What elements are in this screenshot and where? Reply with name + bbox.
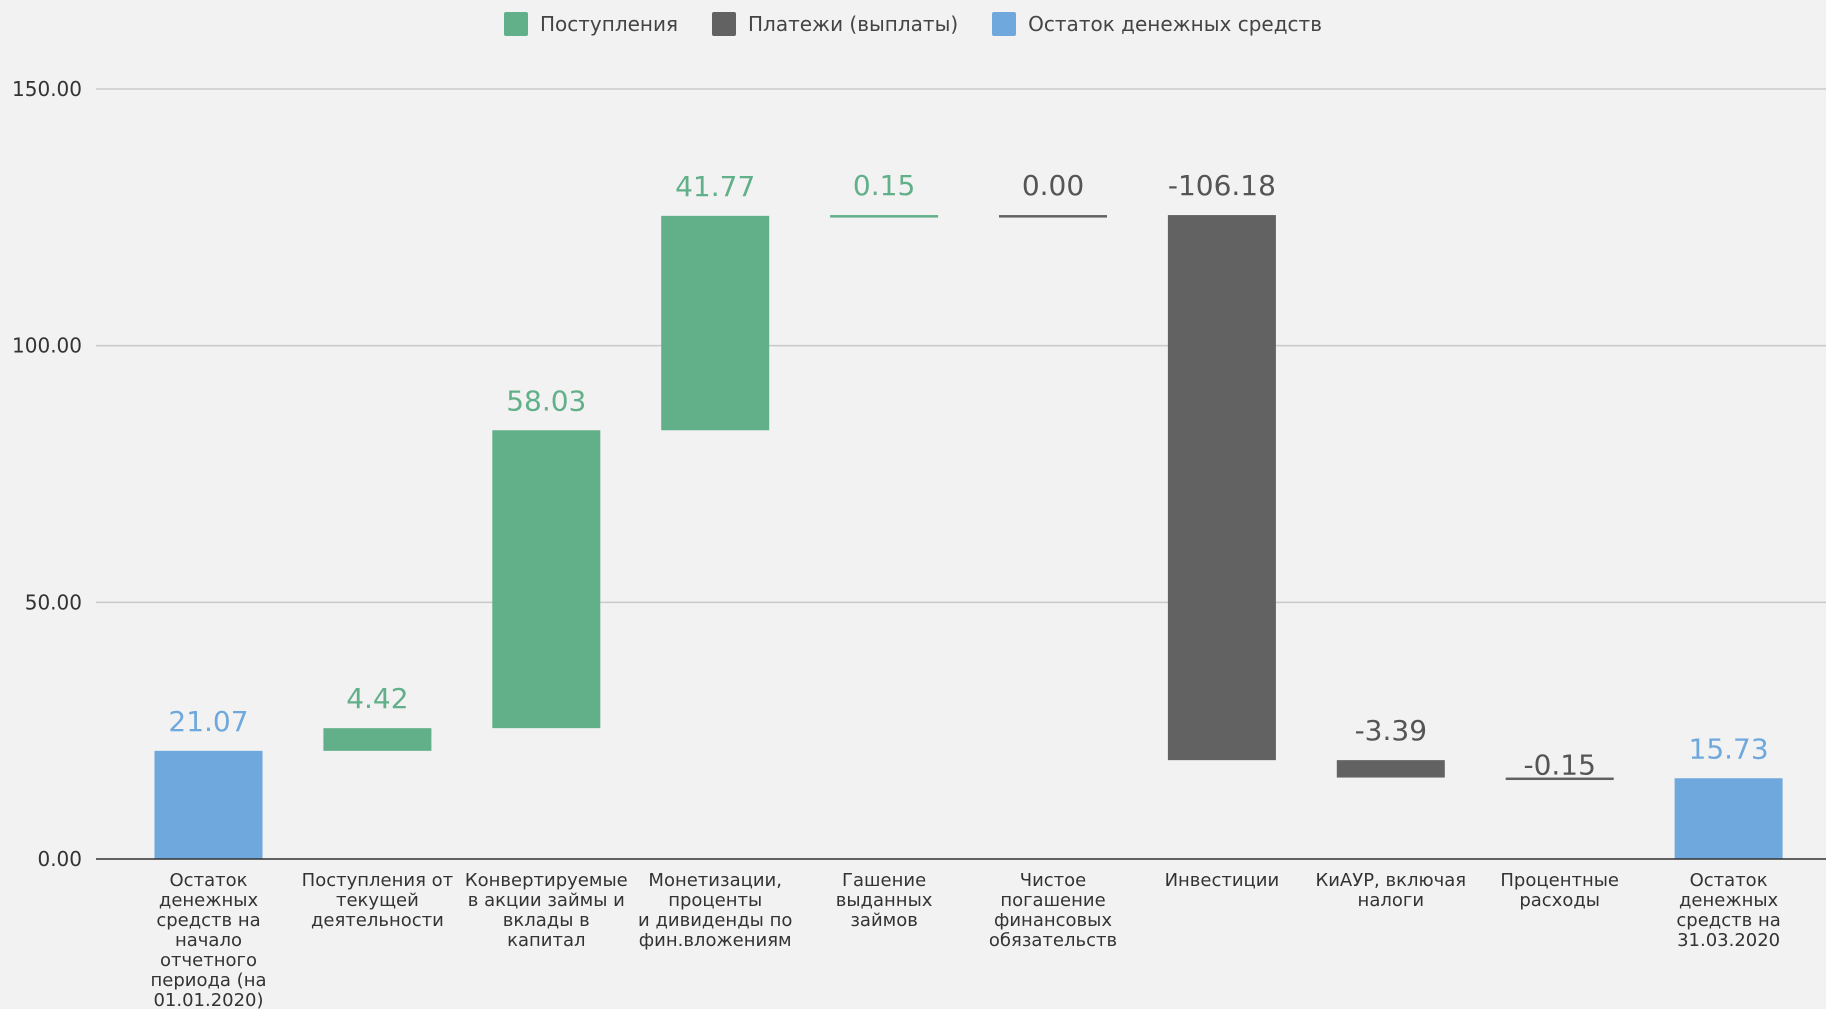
x-category-label-line: займов <box>850 910 918 931</box>
x-category-label: Инвестиции <box>1165 870 1280 891</box>
x-category-label: КиАУР, включая налоги <box>1315 870 1466 911</box>
x-category-label-line: налоги <box>1358 890 1424 911</box>
x-category-label: Чистое погашение финансовых обязательств <box>989 870 1117 951</box>
legend-swatch-inflow <box>503 12 528 36</box>
legend-swatch-balance <box>992 12 1017 36</box>
x-category-label-line: проценты <box>668 890 762 911</box>
data-label: -3.39 <box>1355 714 1427 747</box>
bar <box>492 430 601 729</box>
x-category-label: Остаток денежных средств на начало отчетного… <box>151 870 267 1009</box>
x-category-label-line: Монетизации, <box>648 870 782 891</box>
x-category-label-line: периода (на <box>151 970 267 991</box>
data-label: 58.03 <box>506 384 586 417</box>
x-category-label-line: фин.вложениям <box>639 930 792 951</box>
x-category-label: Поступления от текущей деятельности <box>302 870 453 931</box>
x-category-label-line: начало <box>175 930 242 951</box>
legend-swatch-outflow <box>712 12 737 36</box>
x-category-label-line: выданных <box>836 890 933 911</box>
bar <box>1505 777 1614 781</box>
x-category-label-line: вклады в <box>503 910 590 931</box>
x-category-label-line: Остаток <box>170 870 248 891</box>
y-tick-label: 50.00 <box>25 590 82 614</box>
legend-item-inflow: Поступления <box>503 12 679 36</box>
x-category-label-line: 01.01.2020) <box>153 990 263 1009</box>
data-label: 4.42 <box>346 682 408 715</box>
bar <box>154 750 263 859</box>
y-tick-label: 100.00 <box>12 334 82 358</box>
data-label: 0.15 <box>853 169 915 202</box>
x-category-label-line: финансовых <box>994 910 1112 931</box>
bar <box>999 215 1107 218</box>
x-category-label: Остаток денежных средств на 31.03.2020 <box>1676 870 1780 951</box>
chart-legend: Поступления Платежи (выплаты) Остаток де… <box>0 12 1826 36</box>
x-category-label-line: денежных <box>1679 890 1779 911</box>
x-category-label-line: Чистое <box>1020 870 1087 891</box>
x-category-label-line: и дивиденды по <box>638 910 792 931</box>
x-category-label-line: деятельности <box>311 910 444 931</box>
data-label: 15.73 <box>1689 732 1769 765</box>
x-category-label-line: расходы <box>1519 890 1600 911</box>
x-category-label-line: Процентные <box>1500 870 1619 891</box>
x-category-label-line: средств на <box>1676 910 1780 931</box>
x-category-label: Монетизации, проценты и дивиденды по фин.вл… <box>638 870 792 951</box>
x-category-label-line: текущей <box>336 890 419 911</box>
data-label: 0.00 <box>1022 169 1084 202</box>
y-tick-label: 150.00 <box>12 77 82 101</box>
x-category-label-line: погашение <box>1000 890 1105 911</box>
x-category-label-line: 31.03.2020 <box>1677 930 1780 951</box>
x-category-label-line: денежных <box>159 890 259 911</box>
bar <box>1674 778 1783 859</box>
legend-label-balance: Остаток денежных средств <box>1028 12 1322 36</box>
bar <box>323 728 432 751</box>
x-category-label: Конвертируемые в акции займы и вклады в кап… <box>465 870 628 951</box>
x-category-label-line: Инвестиции <box>1165 870 1280 891</box>
bar <box>1167 215 1276 761</box>
x-category-label-line: Остаток <box>1690 870 1768 891</box>
x-category-label-line: обязательств <box>989 930 1117 951</box>
bar <box>1336 760 1445 778</box>
data-label: -0.15 <box>1523 749 1595 782</box>
bar <box>661 215 770 431</box>
x-category-label-line: КиАУР, включая <box>1315 870 1466 891</box>
data-label: -106.18 <box>1168 169 1276 202</box>
bar <box>830 215 939 218</box>
x-category-label-line: Конвертируемые <box>465 870 628 891</box>
y-tick-label: 0.00 <box>37 847 82 871</box>
x-category-label: Процентные расходы <box>1500 870 1619 911</box>
x-category-label-line: отчетного <box>160 950 257 971</box>
data-label: 21.07 <box>168 705 248 738</box>
legend-item-outflow: Платежи (выплаты) <box>712 12 958 36</box>
x-category-label-line: в акции займы и <box>468 890 625 911</box>
legend-label-outflow: Платежи (выплаты) <box>748 12 959 36</box>
x-category-label-line: средств на <box>156 910 260 931</box>
x-category-label: Гашение выданных займов <box>836 870 933 931</box>
legend-label-inflow: Поступления <box>539 12 679 36</box>
x-category-label-line: капитал <box>507 930 585 951</box>
legend-item-balance: Остаток денежных средств <box>992 12 1322 36</box>
x-category-label-line: Гашение <box>842 870 926 891</box>
data-label: 41.77 <box>675 170 755 203</box>
x-category-label-line: Поступления от <box>302 870 453 891</box>
